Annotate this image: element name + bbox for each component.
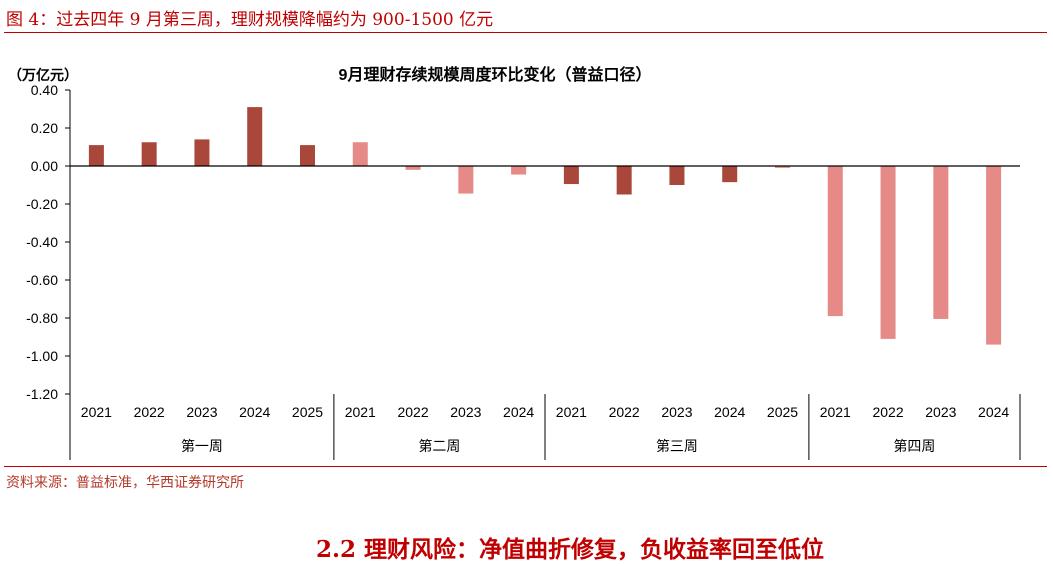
source-note: 资料来源：普益标准，华西证券研究所 (6, 475, 244, 491)
bar (722, 166, 738, 183)
x-tick-label: 2024 (978, 404, 1009, 420)
x-tick-label: 2023 (925, 404, 956, 420)
bar (933, 166, 949, 319)
group-label: 第四周 (893, 438, 935, 454)
y-tick-label: -0.60 (26, 272, 58, 288)
bar (300, 145, 315, 166)
bar (880, 166, 896, 339)
x-tick-label: 2022 (397, 404, 428, 420)
group-label: 第三周 (656, 438, 698, 454)
bar (247, 107, 263, 166)
x-tick-label: 2022 (609, 404, 640, 420)
y-tick-label: -1.00 (26, 348, 58, 364)
bar (616, 166, 632, 195)
x-tick-label: 2025 (292, 404, 323, 420)
y-axis-unit-label: （万亿元） (8, 67, 78, 83)
y-tick-label: 0.40 (31, 82, 58, 98)
bar (669, 166, 685, 185)
bar (827, 166, 843, 317)
figure-title: 图 4：过去四年 9 月第三周，理财规模降幅约为 900-1500 亿元 (6, 10, 494, 30)
bar (511, 166, 527, 175)
y-tick-label: -0.40 (26, 234, 58, 250)
section-heading: 2.2 理财风险：净值曲折修复，负收益率回至低位 (316, 536, 825, 563)
bar (563, 166, 579, 185)
x-tick-label: 2025 (767, 404, 798, 420)
x-tick-label: 2024 (714, 404, 745, 420)
x-tick-label: 2023 (450, 404, 481, 420)
x-tick-label: 2021 (81, 404, 112, 420)
chart-container: 9月理财存续规模周度环比变化（普益口径） （万亿元） 0.40 0.20 0.00 -… (0, 40, 1053, 465)
x-tick-label: 2022 (872, 404, 903, 420)
group-label: 第二周 (418, 438, 460, 454)
x-tick-label: 2023 (186, 404, 217, 420)
bar (986, 166, 1002, 345)
x-tick-label: 2022 (134, 404, 165, 420)
x-tick-label: 2024 (239, 404, 270, 420)
y-tick-label: 0.20 (31, 120, 58, 136)
x-tick-label: 2023 (661, 404, 692, 420)
x-tick-label: 2021 (820, 404, 851, 420)
x-tick-label: 2024 (503, 404, 534, 420)
group-label: 第一周 (181, 438, 223, 454)
bar (141, 142, 157, 166)
x-tick-label: 2021 (345, 404, 376, 420)
bar (775, 166, 790, 168)
y-tick-label: -0.80 (26, 310, 58, 326)
plot-area: 0.40 0.20 0.00 -0.20 -0.40 -0.60 -0.80 -1.00 -1.… (26, 82, 1021, 460)
bar (352, 142, 368, 166)
top-divider (4, 32, 1047, 33)
x-tick-label: 2021 (556, 404, 587, 420)
y-tick-label: 0.00 (31, 158, 58, 174)
bar (194, 139, 210, 166)
chart-title: 9月理财存续规模周度环比变化（普益口径） (339, 65, 652, 84)
y-tick-label: -0.20 (26, 196, 58, 212)
bar (88, 145, 104, 166)
bottom-divider (4, 466, 1047, 467)
y-tick-label: -1.20 (26, 386, 58, 402)
bar (405, 166, 421, 170)
bar-chart: 9月理财存续规模周度环比变化（普益口径） （万亿元） 0.40 0.20 0.00 -… (8, 65, 1021, 460)
bar (458, 166, 474, 194)
